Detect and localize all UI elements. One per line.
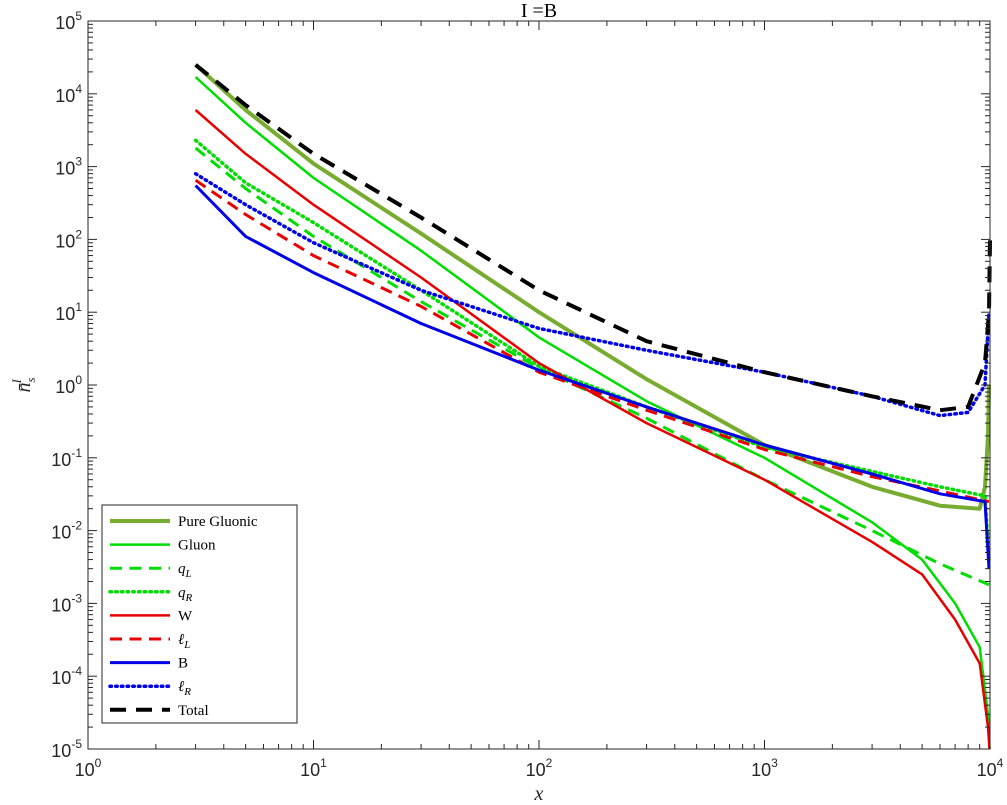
y-tick-label: 10-5 [51,737,82,761]
series-5-line [194,178,990,504]
series-8-legend-label: Total [178,703,209,719]
y-tick-label: 10-1 [51,446,82,470]
series-2-legend-label: qL [178,561,192,580]
legend: Pure Gluonic Gluon qL qR WℓL BℓR Total [101,504,298,724]
x-axis-label: x [534,783,544,805]
series-8-line [194,63,992,413]
series-2-line [194,146,990,587]
series-3-legend-label: qR [178,585,193,604]
x-tick-label: 100 [75,756,102,780]
x-tick-label: 103 [751,756,778,780]
series-6-legend-label: B [178,656,188,672]
series-layer [193,63,992,750]
series-0-legend-label: Pure Gluonic [178,514,258,530]
series-1-legend-label: Gluon [178,538,216,554]
y-tick-label: 10-3 [51,591,82,615]
series-6-line [194,184,991,569]
series-4-legend-label: W [178,608,193,624]
series-7-legend-label: ℓR [178,679,191,698]
series-1-line [194,76,991,750]
y-axis-label: n̄sI [9,377,38,392]
series-7-line [193,171,991,418]
tick-layer: 100 101 102 103 104 10-5 10-4 10-3 10-2 10-1 100 10… [51,9,1003,780]
x-tick-label: 102 [526,756,553,780]
y-tick-label: 102 [55,227,82,251]
chart-title: I =B [521,0,557,22]
x-tick-label: 101 [300,756,327,780]
y-tick-label: 104 [55,82,82,106]
y-tick-label: 10-4 [51,664,82,688]
y-tick-label: 105 [55,9,82,33]
x-tick-label: 104 [977,756,1004,780]
series-4-line [194,109,991,750]
y-tick-label: 100 [55,373,82,397]
y-tick-label: 103 [55,155,82,179]
svg-text:n̄sI: n̄sI [9,377,38,392]
series-5-legend-label: ℓL [178,632,190,651]
y-tick-label: 101 [55,300,82,324]
y-tick-label: 10-2 [51,519,82,543]
